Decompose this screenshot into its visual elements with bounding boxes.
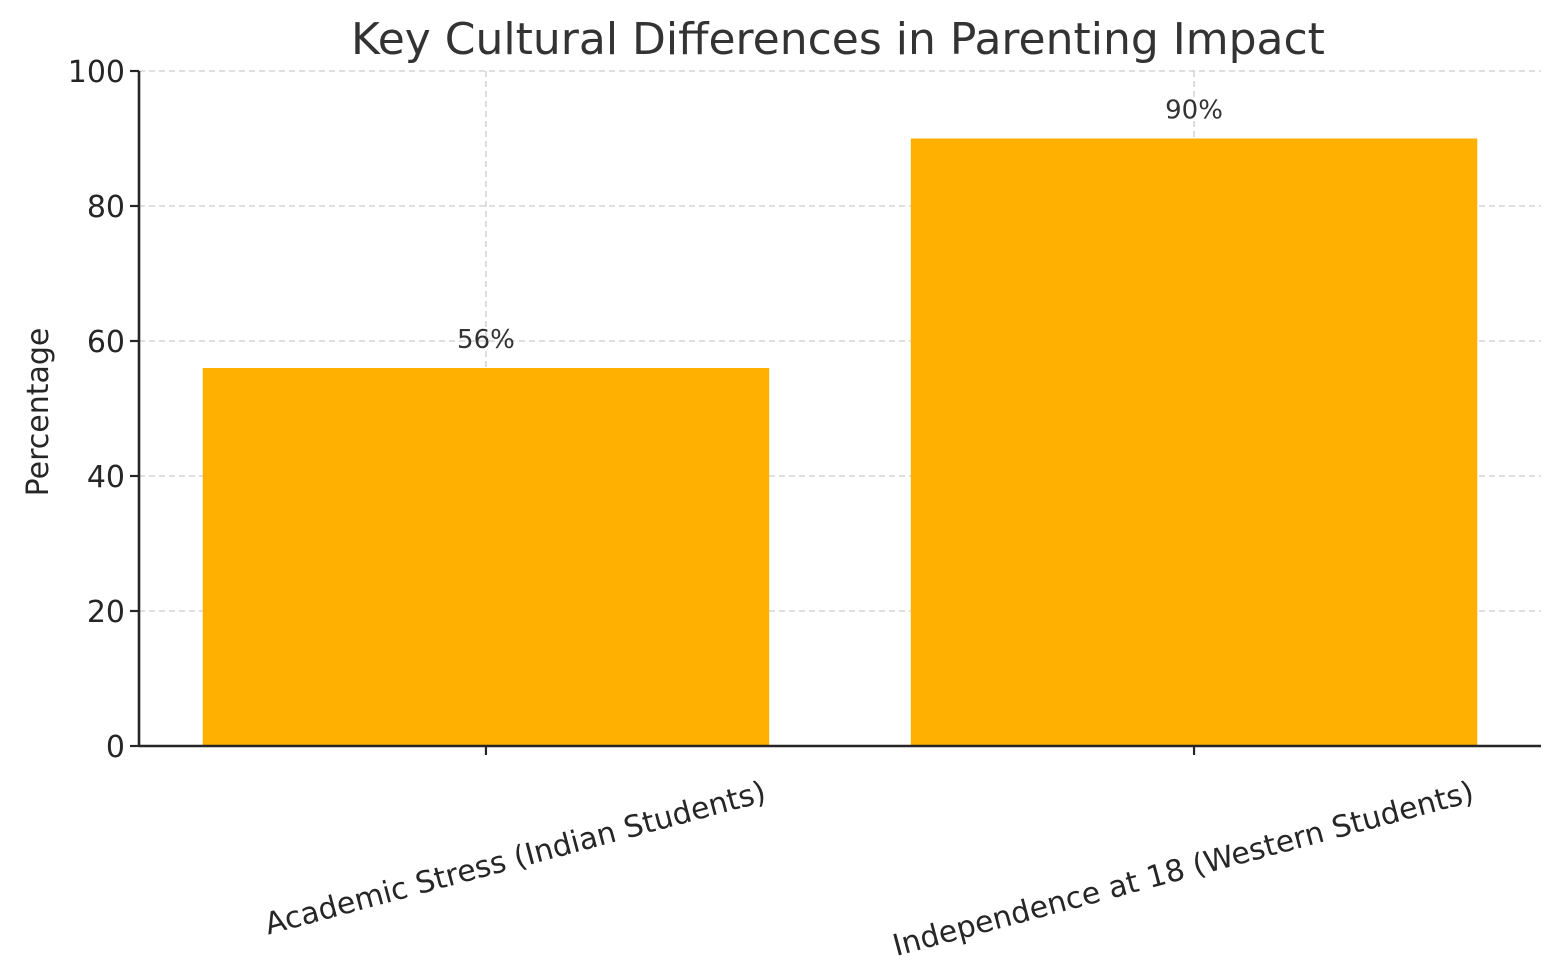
data-label: 90% bbox=[1165, 96, 1223, 126]
x-tick-label: Academic Stress (Indian Students) bbox=[261, 775, 769, 943]
y-axis-label: Percentage bbox=[21, 328, 56, 497]
y-tick-label: 40 bbox=[87, 460, 125, 495]
y-tick-label: 0 bbox=[106, 730, 125, 765]
y-tick-label: 60 bbox=[87, 325, 125, 360]
x-tick-label: Independence at 18 (Western Students) bbox=[889, 775, 1478, 964]
y-tick-label: 100 bbox=[68, 55, 125, 90]
bars bbox=[202, 138, 1478, 746]
data-label: 56% bbox=[457, 325, 515, 355]
y-tick-label: 20 bbox=[87, 595, 125, 630]
y-tick-label: 80 bbox=[87, 190, 125, 225]
bar bbox=[202, 368, 770, 746]
bar bbox=[910, 138, 1478, 746]
axes bbox=[130, 69, 1541, 755]
chart-title: Key Cultural Differences in Parenting Im… bbox=[351, 14, 1325, 65]
